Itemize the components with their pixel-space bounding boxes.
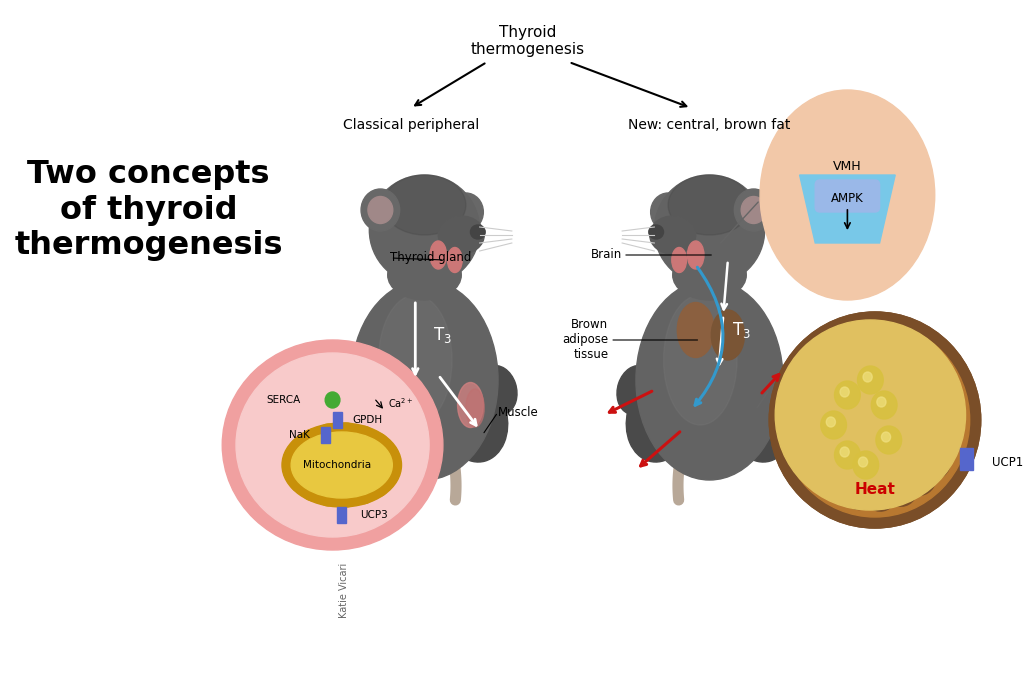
Text: Brown
adipose
tissue: Brown adipose tissue [562,318,608,361]
Ellipse shape [282,423,401,507]
Ellipse shape [379,295,452,425]
Text: Heat: Heat [855,482,895,497]
Ellipse shape [649,225,664,239]
Text: Classical peripheral: Classical peripheral [343,118,479,132]
Ellipse shape [760,90,935,300]
Text: Muscle: Muscle [498,406,539,419]
Circle shape [821,411,847,439]
Ellipse shape [341,378,407,462]
Text: NaK: NaK [289,430,309,440]
Circle shape [326,392,340,408]
FancyBboxPatch shape [815,180,880,212]
Text: Brain: Brain [591,249,623,262]
Circle shape [840,447,849,457]
Bar [961,448,974,470]
Text: SERCA: SERCA [266,395,300,405]
Ellipse shape [466,389,484,427]
Ellipse shape [361,189,399,231]
Text: Mitochondria: Mitochondria [303,460,372,470]
Circle shape [840,387,849,397]
Circle shape [835,441,860,469]
Polygon shape [800,175,895,243]
Ellipse shape [727,378,793,462]
Text: UCP1: UCP1 [991,456,1023,469]
Ellipse shape [677,303,714,357]
Ellipse shape [673,250,746,300]
Ellipse shape [780,323,970,517]
Ellipse shape [449,193,483,231]
Ellipse shape [479,365,517,415]
Ellipse shape [438,216,484,254]
Text: T$_3$: T$_3$ [433,325,453,345]
Ellipse shape [236,353,429,537]
Ellipse shape [222,340,443,550]
Ellipse shape [351,280,498,480]
Ellipse shape [687,241,703,269]
Ellipse shape [617,365,655,415]
Ellipse shape [769,312,981,528]
Ellipse shape [764,365,802,415]
Text: UCP3: UCP3 [360,510,388,520]
Ellipse shape [664,295,737,425]
Ellipse shape [442,378,508,462]
Ellipse shape [712,310,744,360]
Ellipse shape [291,432,392,498]
Text: New: central, brown fat: New: central, brown fat [629,118,791,132]
Circle shape [871,391,897,419]
Circle shape [853,451,879,479]
Text: T$_3$: T$_3$ [732,320,751,340]
Ellipse shape [332,365,370,415]
Text: AMPK: AMPK [831,191,864,204]
Bar [321,427,330,443]
Ellipse shape [458,382,483,428]
Circle shape [876,426,902,454]
Circle shape [857,366,884,394]
Ellipse shape [636,280,783,480]
Ellipse shape [672,247,686,273]
Ellipse shape [734,189,773,231]
Ellipse shape [650,216,695,254]
Ellipse shape [368,197,393,223]
Text: VMH: VMH [834,161,862,173]
Ellipse shape [447,247,462,273]
Circle shape [863,372,872,382]
Bar [337,507,346,523]
Ellipse shape [370,175,479,285]
Text: Katie Vicari: Katie Vicari [339,562,348,617]
Ellipse shape [775,320,966,510]
Text: Ca$^{2+}$: Ca$^{2+}$ [388,396,413,410]
Text: Thyroid
thermogenesis: Thyroid thermogenesis [470,25,585,57]
Text: Thyroid gland: Thyroid gland [390,251,472,264]
Ellipse shape [654,175,765,285]
Ellipse shape [627,378,691,462]
Ellipse shape [470,225,485,239]
Ellipse shape [741,197,766,223]
Ellipse shape [769,312,981,528]
Bar [333,412,342,428]
Ellipse shape [383,175,466,235]
Text: Two concepts
of thyroid
thermogenesis: Two concepts of thyroid thermogenesis [14,158,283,262]
Circle shape [835,381,860,409]
Ellipse shape [388,250,461,300]
Ellipse shape [430,241,446,269]
Ellipse shape [650,193,686,231]
Circle shape [858,457,867,467]
Circle shape [826,417,836,427]
Circle shape [882,432,891,442]
Text: GPDH: GPDH [353,415,383,425]
Circle shape [877,397,886,407]
Ellipse shape [668,175,751,235]
